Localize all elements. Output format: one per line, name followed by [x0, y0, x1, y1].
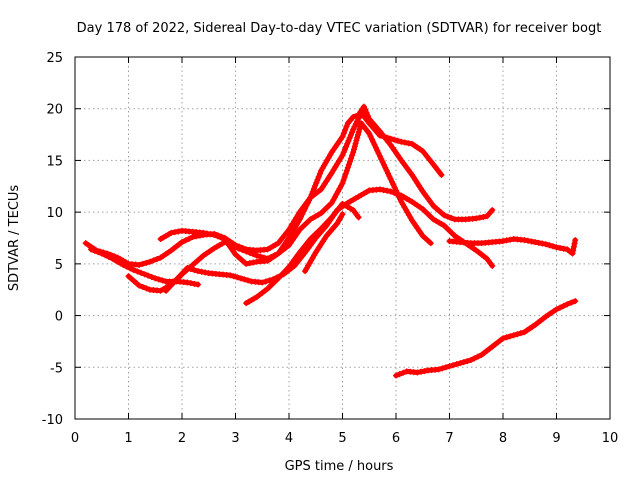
plot-frame [74, 56, 611, 420]
x-tick-label: 4 [285, 431, 293, 446]
x-tick-label: 9 [552, 431, 560, 446]
x-tick-label: 6 [392, 431, 400, 446]
x-tick-label: 8 [499, 431, 507, 446]
grid-lines [75, 57, 610, 419]
y-tick-label: -5 [50, 361, 63, 376]
series-track-4 [88, 246, 202, 288]
x-tick-label: 10 [602, 431, 619, 446]
series-track-9 [393, 298, 579, 379]
axis-ticks: 0 1 2 3 4 5 6 7 8 9 10 -10 -5 0 5 10 15 20 25 [42, 51, 619, 446]
series-markers [302, 211, 346, 275]
x-tick-label: 3 [231, 431, 239, 446]
y-tick-label: 0 [55, 310, 63, 325]
data-series [82, 103, 579, 379]
series-markers [243, 200, 362, 307]
series-track-3 [157, 103, 496, 267]
y-tick-label: 10 [46, 206, 63, 221]
y-tick-label: -10 [42, 413, 63, 428]
y-tick-label: 25 [46, 51, 63, 66]
series-line [126, 120, 434, 294]
series-track-7 [302, 211, 346, 275]
series-markers [125, 120, 434, 294]
x-axis-label: GPS time / hours [285, 459, 394, 474]
x-tick-label: 7 [445, 431, 453, 446]
chart-title: Day 178 of 2022, Sidereal Day-to-day VTE… [77, 21, 602, 36]
x-tick-label: 0 [71, 431, 79, 446]
x-tick-label: 2 [178, 431, 186, 446]
y-axis-label: SDTVAR / TECUs [7, 185, 22, 292]
series-markers [393, 298, 579, 379]
y-tick-label: 5 [55, 258, 63, 273]
x-tick-label: 1 [124, 431, 132, 446]
x-tick-label: 5 [338, 431, 346, 446]
y-tick-label: 20 [46, 103, 63, 118]
series-track-2 [125, 120, 434, 294]
series-track-8 [446, 236, 579, 257]
y-tick-label: 15 [46, 154, 63, 169]
series-track-6 [243, 200, 362, 307]
series-markers [446, 236, 579, 257]
series-markers [88, 246, 202, 288]
series-markers [157, 103, 496, 267]
